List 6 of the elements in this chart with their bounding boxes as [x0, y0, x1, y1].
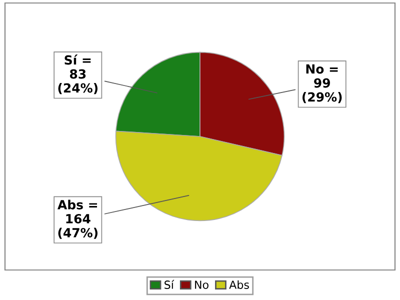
legend-label: Sí: [164, 280, 174, 289]
data-label: Abs = 164 (47%): [58, 200, 98, 239]
data-label: No = 99 (29%): [302, 64, 342, 104]
legend-label: No: [195, 280, 208, 289]
data-label: Sí = 83 (24%): [58, 54, 98, 94]
legend-label: Abs: [229, 280, 249, 289]
